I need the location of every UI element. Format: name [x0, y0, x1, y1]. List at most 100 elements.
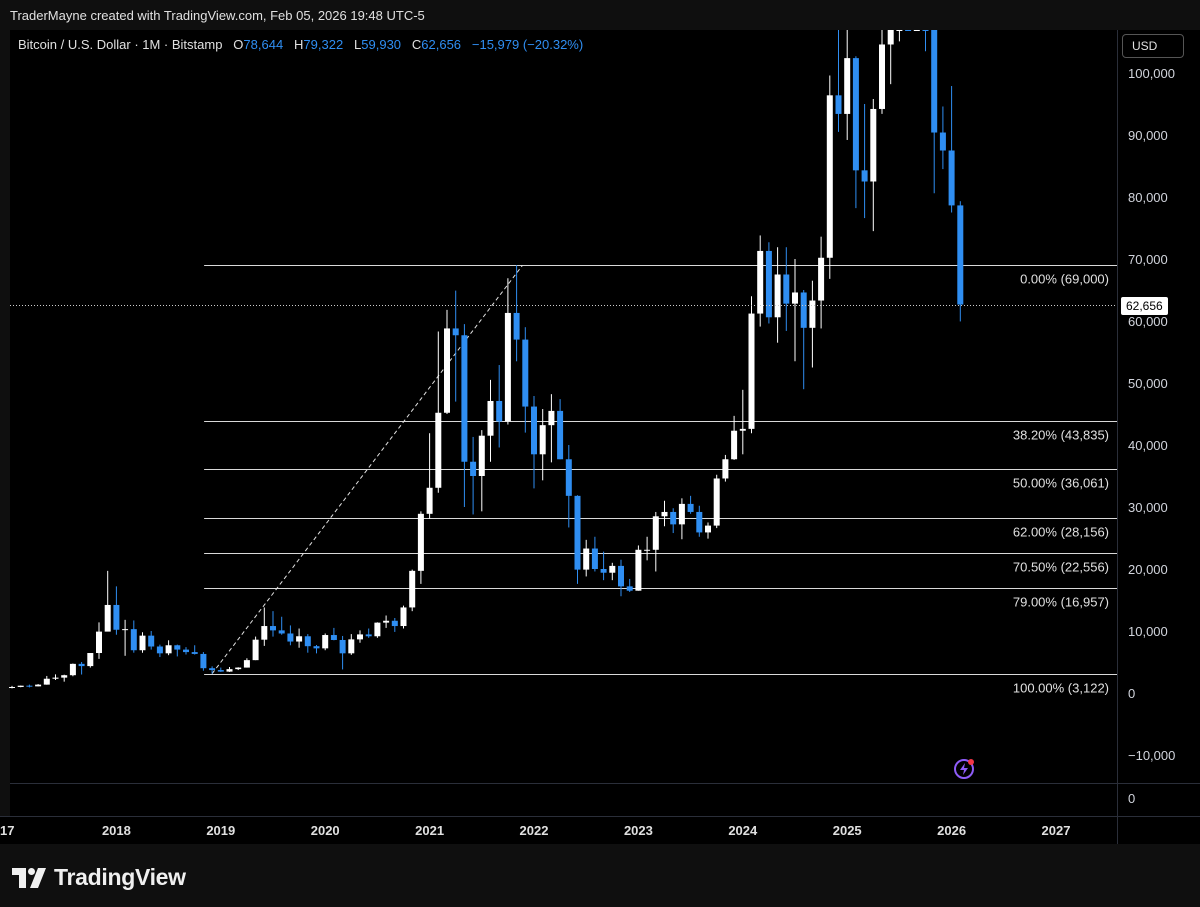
candle[interactable]: [400, 605, 407, 629]
candle[interactable]: [887, 30, 894, 85]
candle[interactable]: [513, 265, 520, 362]
candle[interactable]: [243, 658, 250, 668]
candle[interactable]: [722, 454, 729, 482]
candle[interactable]: [9, 685, 15, 689]
candle[interactable]: [183, 647, 189, 655]
candle[interactable]: [130, 620, 137, 653]
candle[interactable]: [905, 30, 912, 31]
candle[interactable]: [574, 495, 581, 584]
candle[interactable]: [539, 409, 546, 481]
candle[interactable]: [61, 674, 68, 682]
candle[interactable]: [731, 415, 738, 460]
candle[interactable]: [713, 474, 720, 529]
price-axis[interactable]: [1118, 30, 1200, 783]
candle[interactable]: [252, 636, 259, 661]
candle[interactable]: [548, 394, 555, 463]
candle[interactable]: [792, 259, 798, 362]
candle[interactable]: [635, 545, 642, 591]
candle[interactable]: [626, 578, 633, 592]
candle[interactable]: [496, 365, 503, 448]
candle[interactable]: [739, 389, 746, 455]
candle[interactable]: [757, 235, 764, 327]
candle[interactable]: [879, 30, 885, 114]
candle[interactable]: [444, 309, 450, 414]
candle[interactable]: [609, 562, 616, 581]
candle[interactable]: [922, 30, 929, 52]
candle[interactable]: [774, 247, 781, 343]
candle[interactable]: [661, 500, 668, 527]
candle[interactable]: [104, 570, 111, 632]
fib-retracement[interactable]: 0.00% (69,000) 38.20% (43,835) 50.00% (36,…: [204, 265, 1117, 696]
candle[interactable]: [818, 236, 825, 329]
candle[interactable]: [852, 56, 859, 209]
candle[interactable]: [52, 674, 59, 680]
lightning-icon[interactable]: [954, 759, 974, 779]
candle[interactable]: [330, 627, 337, 641]
candle[interactable]: [270, 611, 276, 637]
candle[interactable]: [69, 663, 76, 677]
symbol-legend[interactable]: Bitcoin / U.S. Dollar · 1M · Bitstamp O7…: [18, 37, 583, 52]
candle[interactable]: [191, 645, 198, 655]
candle[interactable]: [365, 628, 372, 638]
candle[interactable]: [296, 628, 303, 648]
candle[interactable]: [504, 278, 511, 425]
candle[interactable]: [939, 106, 946, 170]
candle[interactable]: [783, 247, 790, 331]
candle[interactable]: [304, 634, 311, 653]
candle[interactable]: [696, 505, 703, 537]
candle[interactable]: [17, 685, 24, 688]
candle[interactable]: [113, 586, 120, 635]
candle[interactable]: [217, 667, 224, 672]
candle[interactable]: [409, 569, 416, 612]
candle[interactable]: [417, 511, 424, 584]
fib-trend-line[interactable]: [211, 264, 523, 674]
lower-pane[interactable]: [10, 783, 1118, 816]
pane-divider[interactable]: [10, 783, 1200, 784]
candle[interactable]: [705, 522, 711, 539]
candle[interactable]: [678, 498, 685, 540]
candle[interactable]: [148, 631, 155, 650]
candle[interactable]: [87, 653, 94, 668]
candle[interactable]: [209, 666, 216, 674]
candle[interactable]: [78, 662, 85, 675]
candle[interactable]: [809, 280, 816, 368]
candle[interactable]: [870, 99, 877, 232]
candle[interactable]: [600, 551, 607, 581]
candle[interactable]: [687, 495, 694, 514]
candle[interactable]: [826, 75, 833, 279]
candle[interactable]: [174, 644, 181, 657]
candle[interactable]: [931, 30, 938, 194]
candle[interactable]: [470, 436, 477, 515]
candle[interactable]: [478, 430, 485, 512]
candle[interactable]: [374, 622, 381, 638]
candle[interactable]: [522, 327, 529, 433]
candle[interactable]: [565, 445, 572, 528]
candle[interactable]: [322, 633, 329, 651]
candle[interactable]: [531, 396, 537, 489]
candle[interactable]: [261, 607, 268, 646]
candle[interactable]: [287, 625, 294, 646]
candle[interactable]: [913, 30, 920, 31]
currency-button[interactable]: USD: [1122, 34, 1184, 58]
candle[interactable]: [557, 399, 564, 460]
candle[interactable]: [426, 433, 433, 519]
candle[interactable]: [461, 324, 468, 507]
candle[interactable]: [948, 86, 955, 213]
candle[interactable]: [452, 290, 459, 402]
candle[interactable]: [835, 30, 842, 132]
candle[interactable]: [652, 511, 659, 572]
candle[interactable]: [487, 379, 494, 462]
candle[interactable]: [844, 30, 851, 140]
candle[interactable]: [957, 201, 964, 322]
candle[interactable]: [861, 104, 868, 219]
candle[interactable]: [35, 684, 42, 687]
tradingview-logo[interactable]: TradingView: [12, 864, 186, 891]
candle[interactable]: [156, 644, 163, 658]
candle[interactable]: [200, 652, 207, 671]
candle[interactable]: [383, 615, 390, 628]
candle[interactable]: [435, 331, 442, 493]
symbol-title[interactable]: Bitcoin / U.S. Dollar · 1M · Bitstamp: [18, 37, 223, 52]
candle[interactable]: [165, 640, 172, 656]
candle[interactable]: [122, 619, 129, 656]
